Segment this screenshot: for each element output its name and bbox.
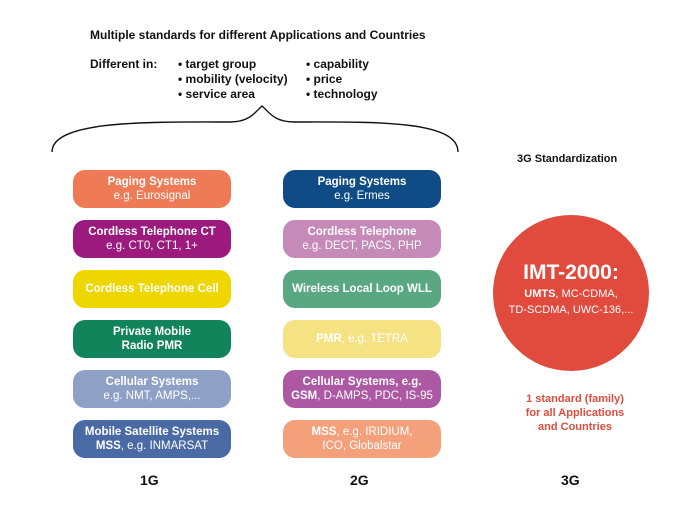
bullet-item: capability bbox=[306, 57, 378, 72]
box-1g-cordless-cell: Cordless Telephone Cell bbox=[73, 270, 231, 308]
diagram-title: Multiple standards for different Applica… bbox=[90, 28, 426, 42]
box-title: Paging Systems bbox=[317, 176, 407, 188]
box-subtitle-bold: MSS bbox=[95, 440, 121, 452]
box-title: Mobile Satellite Systems bbox=[84, 426, 220, 438]
box-title-rest: , e.g. TETRA bbox=[341, 333, 408, 345]
box-title: Cellular Systems, e.g. bbox=[302, 376, 422, 388]
generation-label-2g: 2G bbox=[350, 472, 369, 488]
box-subtitle: e.g. CT0, CT1, 1+ bbox=[106, 240, 198, 252]
box-title: Cordless Telephone Cell bbox=[85, 283, 219, 295]
bullet-item: service area bbox=[178, 87, 288, 102]
box-subtitle-rest: , D-AMPS, PDC, IS-95 bbox=[317, 390, 433, 402]
box-title-rest: , e.g. IRIDIUM, bbox=[336, 426, 413, 438]
box-title-bold: MSS bbox=[311, 426, 337, 438]
3g-heading: 3G Standardization bbox=[517, 153, 618, 165]
note-line: for all Applications bbox=[525, 407, 625, 419]
box-title: MSS, e.g. IRIDIUM, bbox=[312, 425, 413, 439]
box-title: Wireless Local Loop WLL bbox=[292, 283, 432, 295]
box-1g-pmr: Private Mobile Radio PMR bbox=[73, 320, 231, 358]
box-title-bold: PMR bbox=[316, 333, 342, 345]
box-subtitle-rest: , e.g. INMARSAT bbox=[120, 440, 209, 452]
circle-line-1-bold: UMTS bbox=[524, 288, 556, 300]
box-subtitle: e.g. NMT, AMPS,... bbox=[103, 390, 201, 402]
imt2000-circle: IMT-2000: UMTS, MC-CDMA, TD-SCDMA, UWC-1… bbox=[493, 215, 649, 371]
box-2g-wll: Wireless Local Loop WLL bbox=[283, 270, 441, 308]
circle-line-1-rest: , MC-CDMA, bbox=[555, 288, 618, 300]
circle-line-1: UMTS, MC-CDMA, bbox=[524, 287, 618, 301]
box-2g-mss: MSS, e.g. IRIDIUM, ICO, Globalstar bbox=[283, 420, 441, 458]
box-subtitle: e.g. DECT, PACS, PHP bbox=[302, 240, 422, 252]
box-subtitle: e.g. Ermes bbox=[334, 190, 390, 202]
box-subtitle: MSS, e.g. INMARSAT bbox=[96, 439, 208, 453]
bullet-item: target group bbox=[178, 57, 288, 72]
box-1g-cellular: Cellular Systems e.g. NMT, AMPS,... bbox=[73, 370, 231, 408]
box-title: Cordless Telephone bbox=[307, 226, 417, 238]
box-title: Cordless Telephone CT bbox=[88, 226, 216, 238]
box-subtitle: ICO, Globalstar bbox=[322, 440, 402, 452]
box-1g-paging: Paging Systems e.g. Eurosignal bbox=[73, 170, 231, 208]
box-subtitle: GSM, D-AMPS, PDC, IS-95 bbox=[291, 389, 433, 403]
box-title: Private Mobile bbox=[113, 326, 191, 338]
note-line: 1 standard (family) bbox=[526, 393, 624, 405]
box-title: PMR, e.g. TETRA bbox=[316, 332, 408, 346]
box-subtitle: e.g. Eurosignal bbox=[113, 190, 191, 202]
box-2g-cellular: Cellular Systems, e.g. GSM, D-AMPS, PDC,… bbox=[283, 370, 441, 408]
note-line: and Countries bbox=[538, 421, 612, 433]
different-in-label: Different in: bbox=[90, 57, 158, 71]
bullet-item: technology bbox=[306, 87, 378, 102]
box-1g-cordless-ct: Cordless Telephone CT e.g. CT0, CT1, 1+ bbox=[73, 220, 231, 258]
box-2g-paging: Paging Systems e.g. Ermes bbox=[283, 170, 441, 208]
box-2g-cordless: Cordless Telephone e.g. DECT, PACS, PHP bbox=[283, 220, 441, 258]
bullet-item: mobility (velocity) bbox=[178, 72, 288, 87]
bullet-item: price bbox=[306, 72, 378, 87]
box-title: Cellular Systems bbox=[105, 376, 199, 388]
box-title: Paging Systems bbox=[107, 176, 197, 188]
bullet-list-left: target group mobility (velocity) service… bbox=[178, 57, 288, 102]
generation-label-3g: 3G bbox=[561, 472, 580, 488]
bullet-list-right: capability price technology bbox=[306, 57, 378, 102]
one-standard-note: 1 standard (family) for all Applications… bbox=[505, 392, 645, 434]
circle-line-2: TD-SCDMA, UWC-136,... bbox=[508, 304, 634, 316]
box-1g-mss: Mobile Satellite Systems MSS, e.g. INMAR… bbox=[73, 420, 231, 458]
box-subtitle-bold: GSM bbox=[291, 390, 318, 402]
generation-label-1g: 1G bbox=[140, 472, 159, 488]
circle-title: IMT-2000: bbox=[523, 261, 619, 284]
box-2g-pmr: PMR, e.g. TETRA bbox=[283, 320, 441, 358]
box-subtitle: Radio PMR bbox=[121, 340, 183, 352]
